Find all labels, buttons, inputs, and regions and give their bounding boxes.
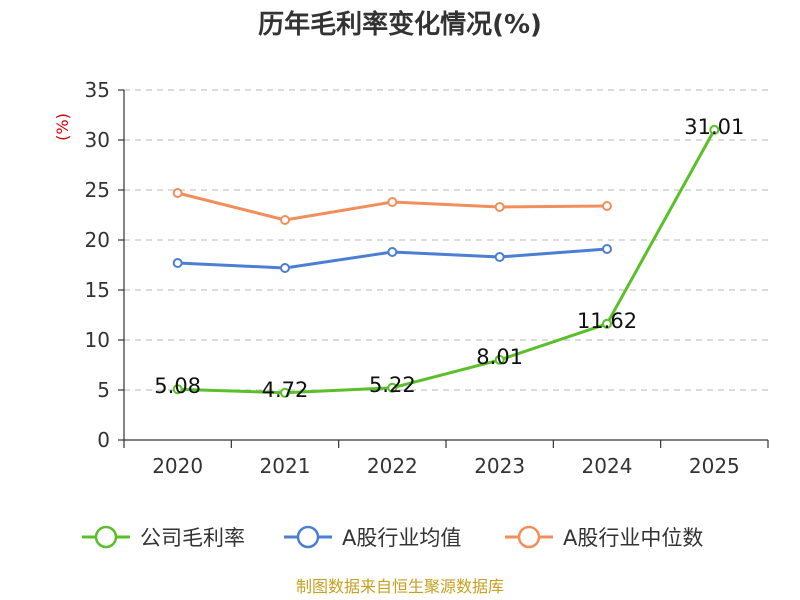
series-2-point-2021[interactable] <box>280 215 290 225</box>
series-2-point-2020[interactable] <box>172 188 183 198</box>
series-0-point-2023[interactable] <box>494 354 505 365</box>
series-1-point-2020[interactable] <box>172 258 183 268</box>
data-label-2025: 31.01 <box>684 115 744 139</box>
series-0-point-2025[interactable] <box>709 124 720 135</box>
legend-marker-0 <box>94 525 118 549</box>
data-labels: 5.08 4.72 5.22 8.01 11.62 31.01 <box>154 115 744 402</box>
series-1-point-2021[interactable] <box>280 263 290 273</box>
legend-marker-2 <box>517 525 541 549</box>
y-tick-label-0: 0 <box>97 428 110 452</box>
y-tick-label-10: 10 <box>85 328 110 352</box>
gridlines <box>124 89 768 391</box>
series-0-point-2022[interactable] <box>387 382 398 393</box>
y-tick-label-20: 20 <box>85 228 110 252</box>
legend-item-0[interactable]: 公司毛利率 <box>82 525 245 550</box>
legend-label-0: 公司毛利率 <box>140 526 245 550</box>
data-label-2024: 11.62 <box>577 309 637 333</box>
x-tick-label-2021: 2021 <box>260 454 311 478</box>
x-tick-label-2020: 2020 <box>152 454 203 478</box>
y-tick-label-5: 5 <box>97 378 110 402</box>
y-tick-label-25: 25 <box>85 178 110 202</box>
source-note: 制图数据来自恒生聚源数据库 <box>296 577 504 596</box>
legend-label-2: A股行业中位数 <box>563 526 703 550</box>
series-1-point-2022[interactable] <box>387 247 398 257</box>
x-tick-label-2025: 2025 <box>689 454 740 478</box>
chart-title: 历年毛利率变化情况(%) <box>258 9 542 40</box>
legend-marker-1 <box>296 525 320 549</box>
y-tick-label-15: 15 <box>85 278 110 302</box>
y-axis-unit-label: (%) <box>53 113 72 141</box>
series-2-point-2023[interactable] <box>494 202 505 212</box>
data-label-2021: 4.72 <box>262 378 309 402</box>
series-group <box>172 124 720 398</box>
x-tick-label-2024: 2024 <box>582 454 633 478</box>
x-tick-label-2022: 2022 <box>367 454 418 478</box>
series-0-point-2021[interactable] <box>280 387 290 398</box>
series-0-point-2020[interactable] <box>172 384 183 395</box>
series-1-point-2023[interactable] <box>494 252 505 262</box>
legend[interactable]: 公司毛利率 A股行业均值 A股行业中位数 <box>82 525 703 550</box>
y-tick-label-35: 35 <box>85 78 110 102</box>
data-label-2020: 5.08 <box>154 374 201 398</box>
legend-item-2[interactable]: A股行业中位数 <box>505 525 703 550</box>
series-0-point-2024[interactable] <box>602 318 612 329</box>
series-2-point-2022[interactable] <box>387 197 398 207</box>
data-label-2023: 8.01 <box>476 345 523 369</box>
y-tick-label-30: 30 <box>85 128 110 152</box>
series-line-0 <box>177 129 716 395</box>
legend-label-1: A股行业均值 <box>342 526 461 550</box>
series-2-point-2024[interactable] <box>602 201 612 211</box>
data-label-2022: 5.22 <box>369 373 416 397</box>
legend-item-1[interactable]: A股行业均值 <box>284 525 461 550</box>
series-1-point-2024[interactable] <box>602 244 612 254</box>
x-tick-label-2023: 2023 <box>474 454 525 478</box>
